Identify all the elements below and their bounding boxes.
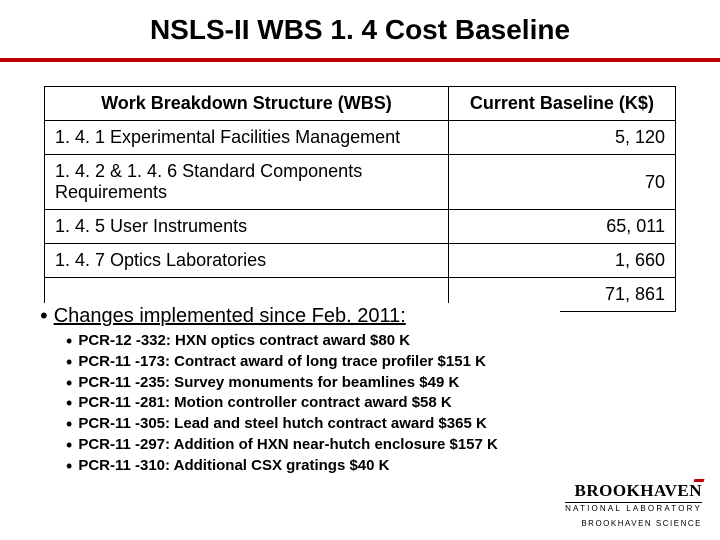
table-row: 1. 4. 1 Experimental Facilities Manageme… [45, 121, 676, 155]
logo-main-text: BROOKHAVEN [575, 481, 703, 500]
list-item: • PCR-11 -281: Motion controller contract… [66, 394, 560, 413]
changes-list: • PCR-12 -332: HXN optics contract award … [40, 332, 560, 475]
wbs-cell: 1. 4. 1 Experimental Facilities Manageme… [45, 121, 449, 155]
list-item: • PCR-11 -310: Additional CSX gratings $4… [66, 457, 560, 476]
header-wbs: Work Breakdown Structure (WBS) [45, 87, 449, 121]
table-header-row: Work Breakdown Structure (WBS) Current B… [45, 87, 676, 121]
list-item: • PCR-11 -297: Addition of HXN near-hutch… [66, 436, 560, 455]
changes-heading-row: • Changes implemented since Feb. 2011: [40, 305, 560, 328]
table-row: 1. 4. 7 Optics Laboratories 1, 660 [45, 244, 676, 278]
change-text: PCR-11 -173: Contract award of long trac… [78, 353, 486, 372]
list-item: • PCR-12 -332: HXN optics contract award … [66, 332, 560, 351]
table-row: 1. 4. 2 & 1. 4. 6 Standard Components Re… [45, 155, 676, 210]
bullet-icon: • [66, 415, 72, 433]
logo-main: BROOKHAVEN [565, 481, 702, 501]
list-item: • PCR-11 -173: Contract award of long tra… [66, 353, 560, 372]
page-title: NSLS-II WBS 1. 4 Cost Baseline [0, 0, 720, 58]
change-text: PCR-11 -297: Addition of HXN near-hutch … [78, 436, 498, 455]
header-baseline: Current Baseline (K$) [448, 87, 675, 121]
wbs-cell: 1. 4. 7 Optics Laboratories [45, 244, 449, 278]
cost-table-wrap: Work Breakdown Structure (WBS) Current B… [44, 86, 676, 312]
bullet-icon: • [66, 332, 72, 350]
footer-tagline: BROOKHAVEN SCIENCE [565, 519, 702, 528]
change-text: PCR-11 -310: Additional CSX gratings $40… [78, 457, 389, 476]
value-cell: 1, 660 [448, 244, 675, 278]
list-item: • PCR-11 -305: Lead and steel hutch contr… [66, 415, 560, 434]
changes-heading: Changes implemented since Feb. 2011: [54, 305, 406, 328]
wbs-cell: 1. 4. 5 User Instruments [45, 210, 449, 244]
changes-overlay: • Changes implemented since Feb. 2011: •… [40, 303, 560, 477]
change-text: PCR-12 -332: HXN optics contract award $… [78, 332, 410, 351]
table-row: 1. 4. 5 User Instruments 65, 011 [45, 210, 676, 244]
bullet-icon: • [66, 394, 72, 412]
change-text: PCR-11 -235: Survey monuments for beamli… [78, 374, 459, 393]
wbs-cell: 1. 4. 2 & 1. 4. 6 Standard Components Re… [45, 155, 449, 210]
title-rule [0, 58, 720, 62]
footer-logo: BROOKHAVEN NATIONAL LABORATORY BROOKHAVE… [565, 481, 702, 528]
bullet-icon: • [66, 374, 72, 392]
logo-sub: NATIONAL LABORATORY [565, 502, 702, 513]
logo-accent-icon [693, 479, 704, 482]
value-cell: 5, 120 [448, 121, 675, 155]
change-text: PCR-11 -305: Lead and steel hutch contra… [78, 415, 486, 434]
value-cell: 70 [448, 155, 675, 210]
value-cell: 65, 011 [448, 210, 675, 244]
change-text: PCR-11 -281: Motion controller contract … [78, 394, 451, 413]
cost-table: Work Breakdown Structure (WBS) Current B… [44, 86, 676, 312]
bullet-icon: • [66, 353, 72, 371]
bullet-icon: • [66, 457, 72, 475]
list-item: • PCR-11 -235: Survey monuments for beaml… [66, 374, 560, 393]
bullet-icon: • [66, 436, 72, 454]
bullet-icon: • [40, 305, 48, 327]
